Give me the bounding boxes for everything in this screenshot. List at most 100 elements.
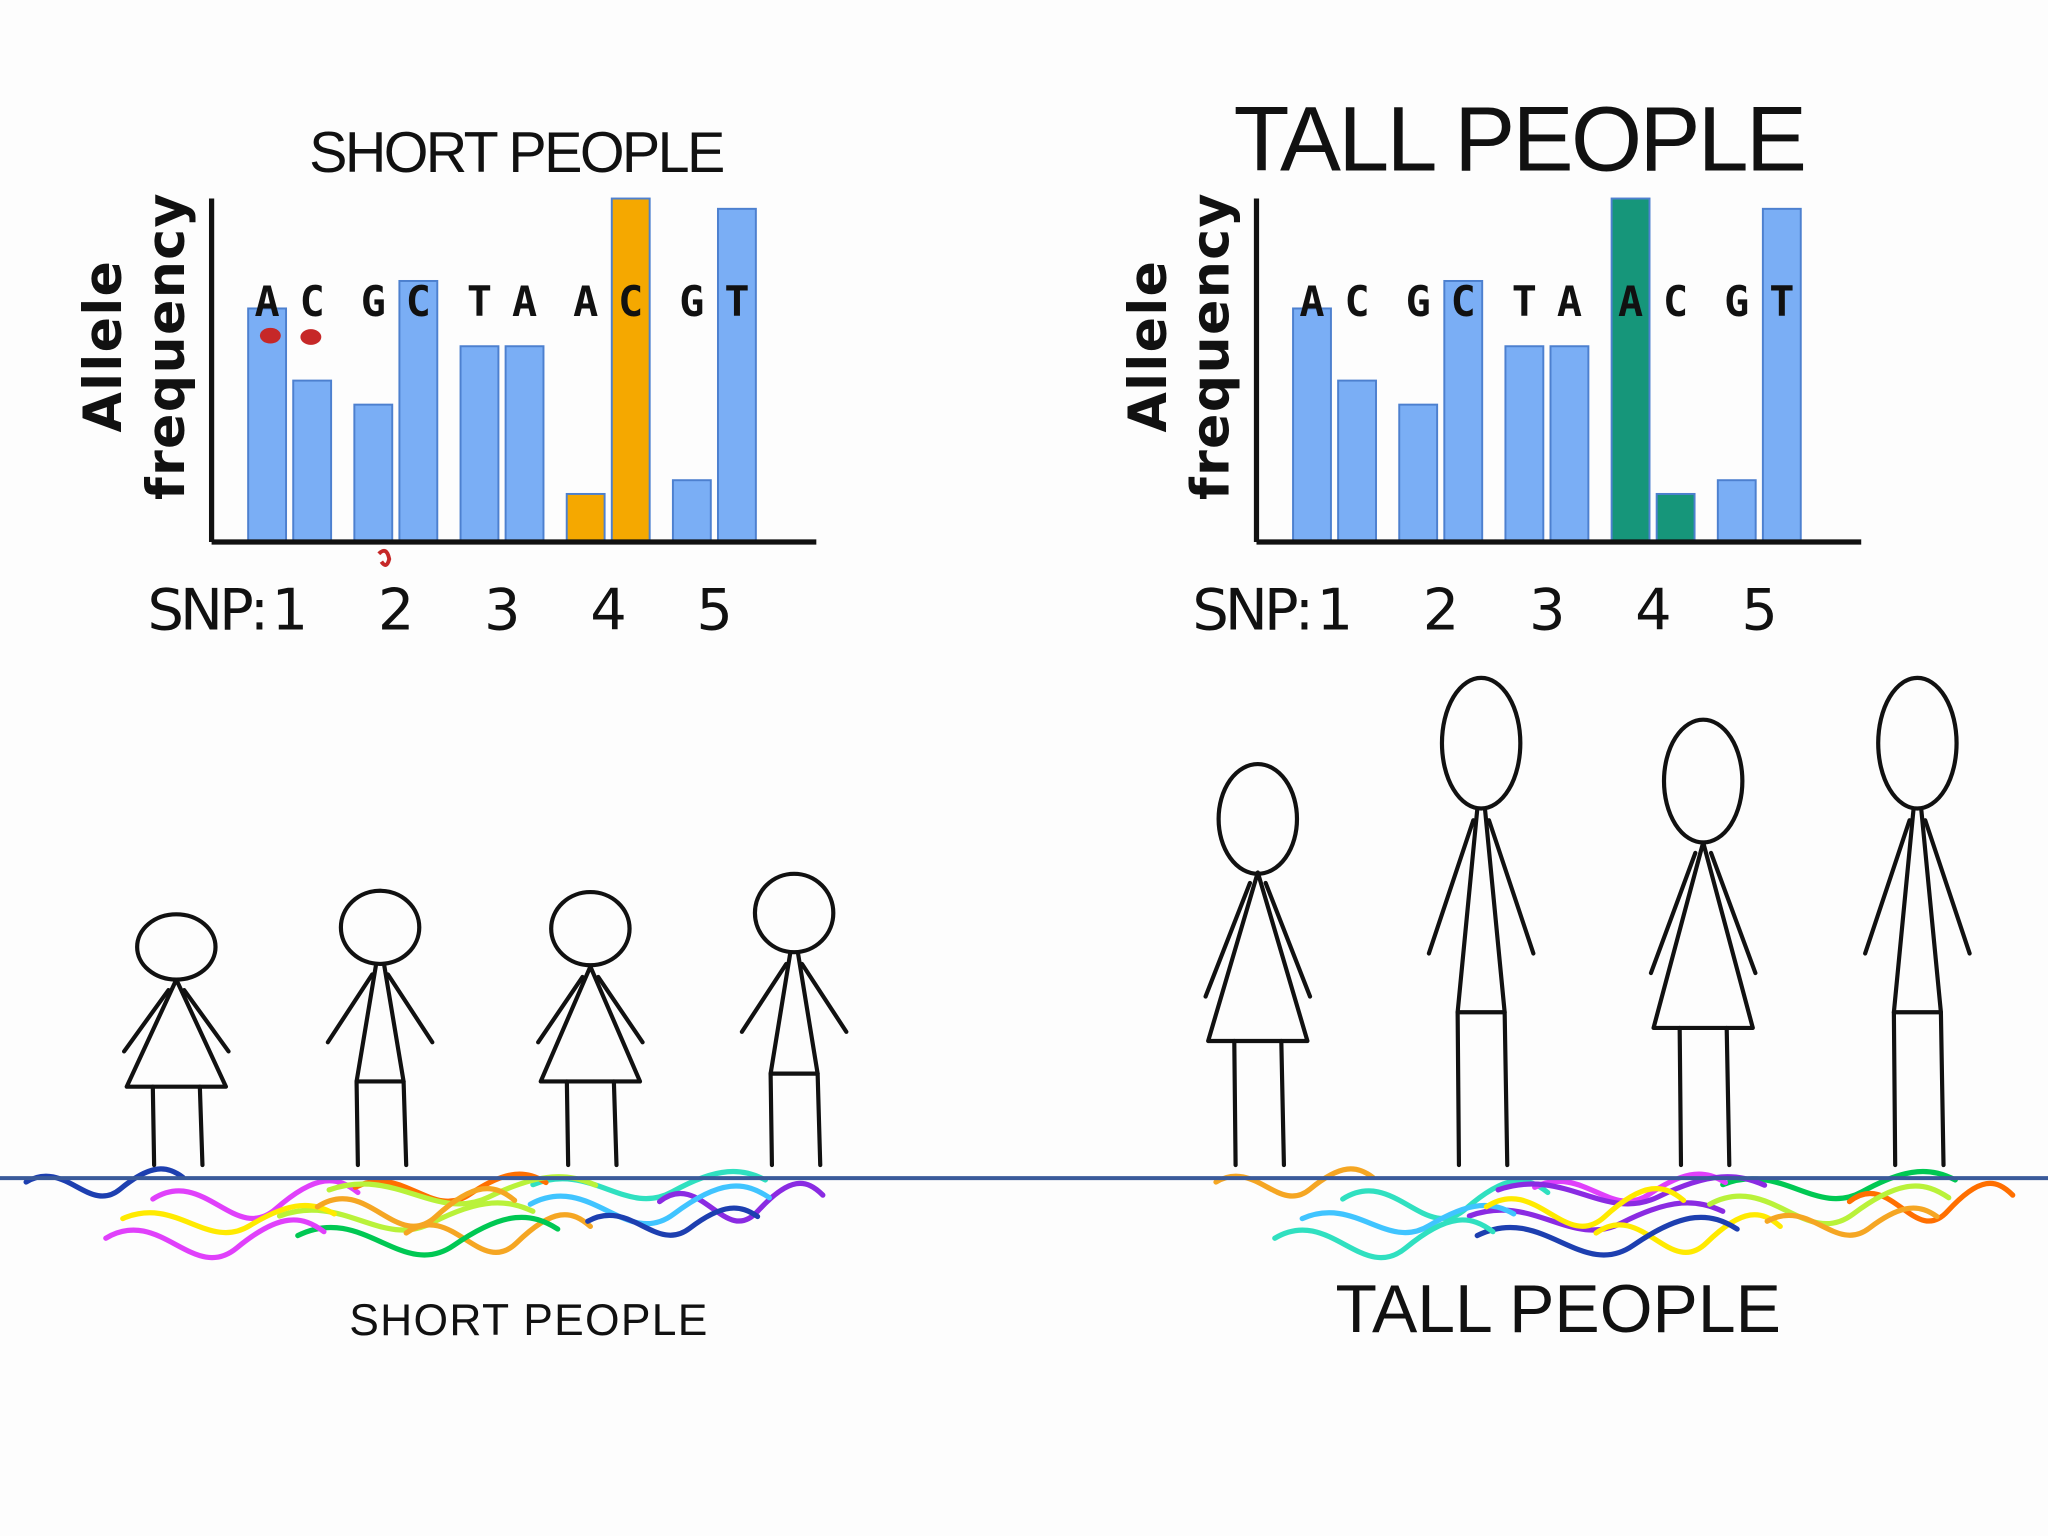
figure-body [768,951,820,1076]
figure-dress [1651,840,1755,1031]
allele-letter: T [467,277,492,326]
stick-figure [1863,675,1972,1168]
stick-figure [1203,761,1313,1168]
figure-legs [564,1079,619,1168]
figure-legs [354,1079,409,1168]
squiggle [403,1212,593,1255]
figure-arms [1648,850,1758,976]
allele-letter: C [406,277,431,326]
x-tick-label: 1 [1317,577,1351,644]
bar [1549,345,1590,544]
x-tick-label: 4 [1635,577,1669,644]
figure-legs [1677,1025,1732,1168]
annotation-mark [300,329,322,345]
bar [671,479,712,544]
y-axis-label: frequency [137,192,197,500]
squiggle [103,1217,327,1261]
annotation-mark [377,548,392,567]
stick-figure [1426,675,1536,1168]
bar [716,207,757,544]
x-tick-label: 5 [696,577,730,644]
bar [610,197,651,544]
figure-body [354,961,406,1084]
figure-arms [1863,818,1972,956]
y-axis-label: Allele [74,260,134,433]
allele-letter: T [1769,277,1794,326]
squiggle [1764,1205,1940,1238]
caption: TALL PEOPLE [1336,1272,1781,1347]
bar [1716,479,1757,544]
chart-title: TALL PEOPLE [1234,88,1805,190]
figure-dress [538,964,643,1084]
figure-arms [1203,880,1313,999]
y-axis-label: Allele [1119,260,1179,433]
x-tick-label: 1 [272,577,306,644]
bar [565,492,606,544]
allele-letter: T [724,277,749,326]
squiggle [1707,1183,1952,1227]
figure-legs [1891,1010,1946,1168]
figure-arms [1426,818,1536,956]
figure-body [1891,807,1943,1015]
squiggle [314,1186,518,1229]
figure-legs [1232,1038,1287,1168]
stick-figure [1648,717,1758,1168]
caption: SHORT PEOPLE [349,1296,708,1345]
allele-letter: C [1663,277,1688,326]
allele-letter: C [1344,277,1369,326]
allele-letter: A [512,277,537,326]
squiggle [1272,1217,1496,1261]
bar [353,403,394,544]
stick-figure [536,889,645,1168]
squiggle [585,1205,761,1238]
bar [247,307,288,544]
bar [292,379,333,544]
squiggle [1532,1171,1728,1204]
x-tick-label: 4 [590,577,624,644]
figure-head [1439,675,1523,811]
stick-figure [739,871,849,1168]
squiggle [1593,1212,1783,1255]
figure-legs [768,1071,823,1168]
bar [1292,307,1332,544]
figure-arms [325,972,435,1045]
bar [1398,403,1439,544]
bar [1337,379,1377,544]
allele-letter: C [618,277,643,326]
allele-letter: A [1299,277,1324,326]
x-axis-label: SNP: [1192,577,1310,644]
figure-arms [739,961,849,1034]
bar [1761,207,1802,544]
figure-body [1455,807,1507,1015]
bar [459,345,500,544]
allele-letter: G [361,277,386,326]
chart-title: SHORT PEOPLE [309,121,723,185]
figure-head [1876,675,1959,811]
figure-head [752,871,836,955]
squiggle [120,1202,337,1236]
x-tick-label: 2 [378,577,412,644]
bar [1655,492,1696,544]
stick-figure [325,888,435,1168]
squiggle [527,1183,772,1227]
x-tick-label: 5 [1741,577,1775,644]
bar [398,279,439,544]
x-tick-label: 3 [484,577,518,644]
figure-head [338,888,422,967]
allele-letter: G [1406,277,1431,326]
annotation-mark [259,327,281,344]
allele-letter: C [300,277,325,326]
allele-letter: A [573,277,598,326]
y-axis-label: frequency [1182,192,1242,500]
figure-dress [1206,870,1310,1044]
allele-letter: A [1557,277,1582,326]
figure-legs [150,1084,205,1168]
bar [504,345,545,544]
allele-letter: C [1451,277,1476,326]
allele-letter: A [255,277,280,326]
allele-letter: T [1512,277,1537,326]
allele-letter: G [679,277,704,326]
